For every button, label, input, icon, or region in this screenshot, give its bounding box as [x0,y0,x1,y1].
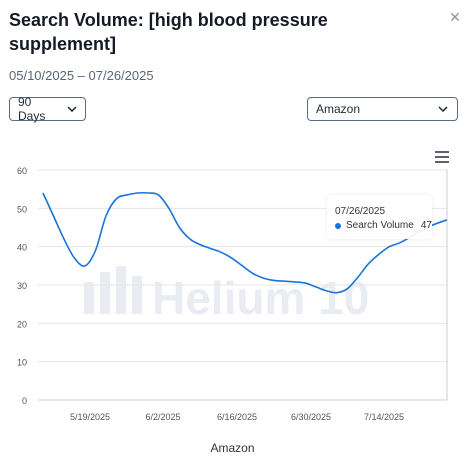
watermark-bar [100,272,110,314]
watermark-bar [84,282,94,314]
series-dot-icon [335,222,341,229]
x-tick-label: 6/16/2025 [217,412,257,422]
x-axis-title: Amazon [210,441,255,455]
y-tick-label: 40 [17,243,27,253]
y-tick-label: 50 [17,204,27,214]
watermark-bar [116,266,126,314]
date-range: 05/10/2025 – 07/26/2025 [9,68,154,83]
close-icon[interactable]: ✕ [449,9,461,25]
chart-menu-icon[interactable] [435,151,449,163]
tooltip-row: Search Volume 47 [335,220,432,231]
period-select-label: 90 Days [18,95,46,123]
series-line [42,191,448,294]
x-tick-label: 7/14/2025 [364,412,404,422]
chevron-down-icon [437,103,449,115]
tooltip-series: Search Volume [346,220,414,231]
y-tick-label: 10 [17,358,27,368]
watermark-logo [84,266,142,314]
chart-tooltip: 07/26/2025 Search Volume 47 [327,195,432,239]
watermark-text: Helium 10 [152,272,369,324]
tooltip-value: 47 [420,220,432,231]
x-tick-label: 6/30/2025 [291,412,331,422]
chevron-down-icon [66,103,77,115]
marketplace-select-label: Amazon [316,102,361,116]
y-tick-label: 0 [22,396,27,406]
marketplace-select[interactable]: Amazon [307,97,458,121]
y-tick-label: 60 [17,166,27,176]
dialog-title: Search Volume: [high blood pressure supp… [9,10,328,54]
x-tick-label: 5/19/2025 [70,412,110,422]
x-tick-label: 6/2/2025 [145,412,180,422]
y-tick-label: 30 [17,281,27,291]
watermark-bar [132,276,142,314]
period-select[interactable]: 90 Days [9,95,86,123]
tooltip-date: 07/26/2025 [335,206,386,217]
y-tick-label: 20 [17,319,27,329]
